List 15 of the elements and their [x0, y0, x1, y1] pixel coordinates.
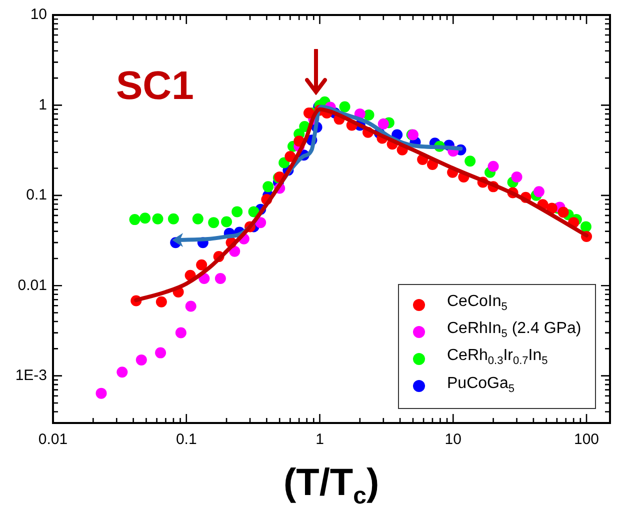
x-axis-title: (T/T$_{c}$): [284, 462, 380, 511]
y-tick-label: 0.1: [26, 186, 47, 204]
x-tick-label: 1: [316, 431, 324, 448]
x-tick-label: 100: [574, 431, 600, 448]
legend-label: CeCoIn$_{5}$: [447, 292, 508, 316]
legend-label: CeRhIn$_{5}$ (2.4 GPa): [447, 319, 582, 342]
annotation: SC1: [116, 64, 194, 108]
legend-label: CeRh$_{0.3}$Ir$_{0.7}$In$_{5}$: [447, 346, 548, 370]
y-tick-label: 1E-3: [15, 366, 47, 384]
y-tick-label: 1: [38, 96, 47, 114]
y-tick-label: 0.01: [18, 276, 47, 294]
x-tick-label: 0.1: [176, 431, 197, 448]
y-tick-label: 10: [30, 6, 47, 24]
x-tick-label: 10: [444, 431, 462, 448]
legend-label: PuCoGa$_{5}$: [447, 374, 514, 397]
